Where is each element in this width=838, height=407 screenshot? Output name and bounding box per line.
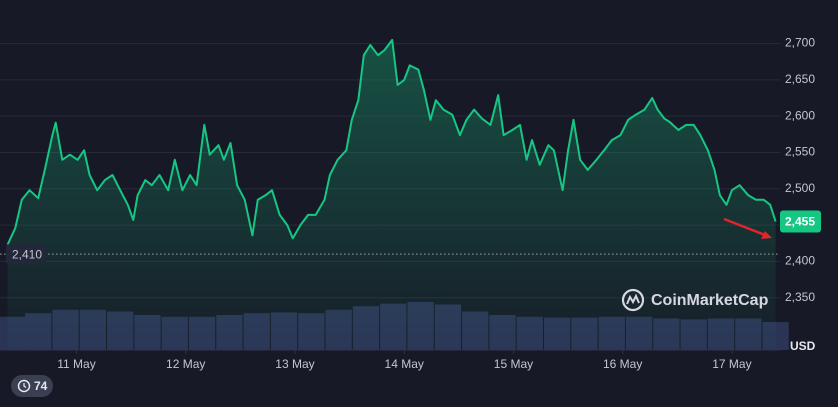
y-tick-label: 2,350 (785, 290, 815, 304)
x-tick-label: 12 May (166, 357, 205, 371)
y-tick-label: 2,650 (785, 72, 815, 86)
reference-label: 2,410 (12, 247, 42, 261)
x-tick-label: 16 May (603, 357, 642, 371)
x-tick-label: 14 May (385, 357, 424, 371)
watermark-text: CoinMarketCap (651, 292, 769, 309)
badge-count: 74 (34, 379, 48, 393)
price-line (6, 38, 777, 246)
y-tick-label: 2,400 (785, 254, 815, 268)
badge[interactable]: 74 (11, 375, 53, 397)
labels: 2,3502,4002,4502,5002,5502,6002,6502,700… (6, 36, 821, 371)
arrow-shaft (723, 217, 766, 237)
badge-icon-hands (23, 383, 27, 389)
current-price-bg (780, 210, 821, 233)
watermark: CoinMarketCap (621, 288, 769, 312)
y-tick-label: 2,550 (785, 145, 815, 159)
x-tick-label: 15 May (494, 357, 533, 371)
logo-ring (621, 288, 645, 312)
current-price-label: 2,455 (785, 215, 815, 229)
y-tick-label: 2,600 (785, 108, 815, 122)
x-tick-label: 11 May (57, 357, 95, 371)
x-tick-label: 13 May (275, 357, 314, 371)
price-area (7, 39, 776, 351)
price (0, 38, 780, 351)
y-unit: USD (790, 339, 816, 353)
y-tick-label: 2,700 (785, 36, 815, 50)
arrow (723, 217, 772, 239)
logo-wave (626, 293, 640, 305)
arrow-head (761, 231, 772, 239)
x-tick-label: 17 May (712, 357, 751, 371)
badge-icon (17, 379, 31, 393)
reference-label-bg (6, 244, 46, 265)
y-tick-label: 2,500 (785, 181, 815, 195)
